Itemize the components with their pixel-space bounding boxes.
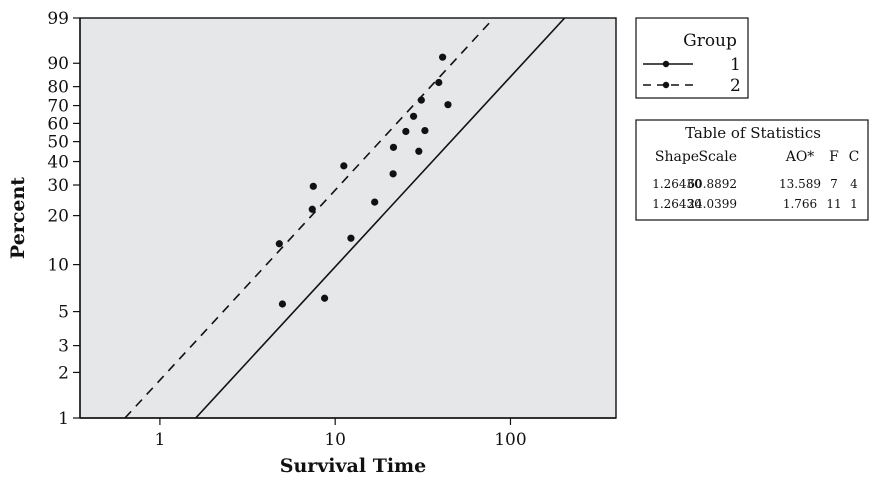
x-tick-label: 1 xyxy=(155,430,166,450)
y-tick-label: 70 xyxy=(47,97,69,117)
data-point-group-2 xyxy=(435,78,443,87)
legend-marker-1 xyxy=(662,60,670,68)
data-point-group-1 xyxy=(371,198,379,206)
stats-header-shape: Shape xyxy=(655,149,699,165)
data-point-group-2 xyxy=(340,162,348,170)
y-axis-title: Percent xyxy=(7,177,29,259)
x-axis-title: Survival Time xyxy=(280,455,427,477)
fit-line-group-1 xyxy=(195,18,566,418)
stats-table-box xyxy=(635,119,869,221)
stats-cell: 11 xyxy=(826,197,841,211)
data-point-group-1 xyxy=(389,170,397,178)
y-tick-label: 80 xyxy=(47,78,69,98)
legend-label-2: 2 xyxy=(730,76,741,96)
y-tick-label: 5 xyxy=(58,303,69,323)
data-point-group-2 xyxy=(409,112,418,120)
data-point-group-1 xyxy=(402,127,410,136)
data-point-group-2 xyxy=(278,300,287,308)
stats-cell: 13.589 xyxy=(779,177,821,191)
data-points xyxy=(275,53,452,308)
stats-cell: 1.26430 xyxy=(652,177,702,191)
fit-line-group-2 xyxy=(124,18,495,418)
y-tick-label: 3 xyxy=(58,337,69,357)
stats-cell: 1.26430 xyxy=(652,197,702,211)
stats-header-f: F xyxy=(829,149,839,165)
data-point-group-2 xyxy=(308,205,316,213)
y-tick-label: 1 xyxy=(58,409,69,429)
y-tick-label: 60 xyxy=(47,114,69,134)
x-tick-label: 100 xyxy=(494,430,526,450)
stats-table: Table of Statistics Shape Scale AO* F C … xyxy=(635,119,869,221)
y-tick-label: 99 xyxy=(47,9,69,29)
y-tick-label: 10 xyxy=(47,256,69,276)
y-tick-label: 90 xyxy=(47,54,69,74)
y-tick-label: 50 xyxy=(47,133,69,153)
stats-cell: 60.8892 xyxy=(687,177,737,191)
data-point-group-1 xyxy=(421,126,429,135)
stats-header-c: C xyxy=(849,149,860,165)
data-point-group-2 xyxy=(309,182,317,190)
plot-area xyxy=(79,17,617,419)
fit-lines xyxy=(124,18,566,418)
data-point-group-1 xyxy=(415,147,423,155)
stats-cell: 1.766 xyxy=(783,197,817,211)
data-point-group-1 xyxy=(389,143,398,151)
legend-label-1: 1 xyxy=(730,55,741,75)
data-point-group-2 xyxy=(439,53,447,61)
legend-title: Group xyxy=(683,31,737,51)
stats-cell: 1 xyxy=(850,197,858,211)
stats-cell: 7 xyxy=(830,177,838,191)
x-tick-label: 10 xyxy=(324,430,346,450)
stats-header-ao: AO* xyxy=(785,149,815,165)
y-tick-label: 30 xyxy=(47,176,69,196)
data-point-group-2 xyxy=(417,96,425,104)
stats-header-scale: Scale xyxy=(698,149,737,165)
data-point-group-1 xyxy=(320,294,329,302)
stats-table-title: Table of Statistics xyxy=(685,124,821,142)
data-point-group-1 xyxy=(444,101,452,109)
y-tick-label: 2 xyxy=(58,363,69,383)
stats-cell: 4 xyxy=(850,177,858,191)
y-tick-label: 40 xyxy=(47,153,69,173)
data-point-group-2 xyxy=(275,240,283,248)
data-point-group-1 xyxy=(347,234,355,242)
legend: Group 1 2 xyxy=(635,17,749,99)
legend-marker-2 xyxy=(662,81,670,89)
x-axis: 1 10 100 xyxy=(80,417,616,450)
stats-cell: 24.0399 xyxy=(687,197,737,211)
y-tick-label: 20 xyxy=(47,207,69,227)
